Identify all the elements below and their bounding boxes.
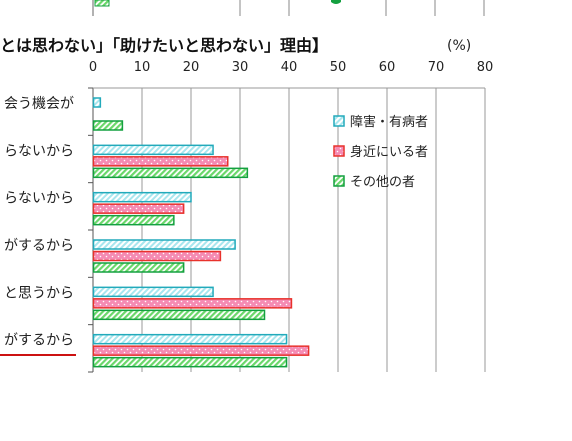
x-tick-label: 20 <box>183 60 200 75</box>
bar-series-2-cat-3 <box>92 203 185 214</box>
bar-series-3-cat-5 <box>92 309 266 321</box>
bars <box>92 97 310 368</box>
bar-series-3-cat-1 <box>92 120 124 131</box>
x-tick-label: 80 <box>477 60 494 75</box>
bar-series-1-cat-4 <box>92 239 236 250</box>
bar-series-2-cat-2 <box>92 156 229 167</box>
bar-series-2-cat-6 <box>92 345 310 356</box>
previous-chart-fragment <box>92 0 485 16</box>
legend-label-series-1: 障害・有病者 <box>350 114 428 130</box>
x-tick-label: 30 <box>232 60 249 75</box>
unit-label: (%) <box>447 38 471 54</box>
legend-swatch-series-1 <box>333 115 345 127</box>
legend-swatch-series-3 <box>333 175 345 187</box>
legend-item-series-2: 身近にいる者 <box>333 144 428 160</box>
bar-series-1-cat-1 <box>92 97 102 108</box>
category-label: と思うから <box>4 285 74 301</box>
bar-series-1-cat-2 <box>92 144 214 156</box>
bar-series-3-cat-6 <box>92 356 288 368</box>
bar-series-3-cat-2 <box>92 167 249 179</box>
x-tick-label: 70 <box>428 60 445 75</box>
legend-swatch-series-2 <box>333 145 345 157</box>
legend: 障害・有病者 身近にいる者 その他の者 <box>333 114 428 190</box>
x-tick-label: 50 <box>330 60 347 75</box>
gridlines <box>88 87 486 373</box>
x-tick-label: 10 <box>134 60 151 75</box>
category-label: がするから <box>4 238 74 254</box>
category-label: らないから <box>4 143 74 159</box>
x-tick-label: 40 <box>281 60 298 75</box>
bar-series-2-cat-4 <box>92 250 222 262</box>
category-label: らないから <box>4 191 74 207</box>
legend-label-series-2: 身近にいる者 <box>350 144 428 160</box>
legend-item-series-3: その他の者 <box>333 175 415 190</box>
fragment-legend-mark <box>331 0 341 4</box>
chart-title: とは思わない」「助けたいと思わない」理由】 <box>0 36 328 55</box>
legend-label-series-3: その他の者 <box>350 175 415 190</box>
bar-series-1-cat-6 <box>92 333 288 345</box>
category-label: がするから <box>4 333 74 349</box>
bar-series-1-cat-5 <box>92 286 214 298</box>
bar-series-3-cat-4 <box>92 262 185 273</box>
x-tick-label: 60 <box>379 60 396 75</box>
bar-series-2-cat-5 <box>92 298 293 309</box>
bar-series-1-cat-3 <box>92 191 192 203</box>
legend-item-series-1: 障害・有病者 <box>333 114 428 130</box>
x-tick-label: 0 <box>89 60 97 75</box>
bar-series-3-cat-3 <box>92 214 175 226</box>
fragment-bar <box>94 0 110 7</box>
category-label: 会う機会が <box>4 96 74 112</box>
x-axis-ticks: 0 10 20 30 40 50 60 70 80 <box>89 60 493 75</box>
